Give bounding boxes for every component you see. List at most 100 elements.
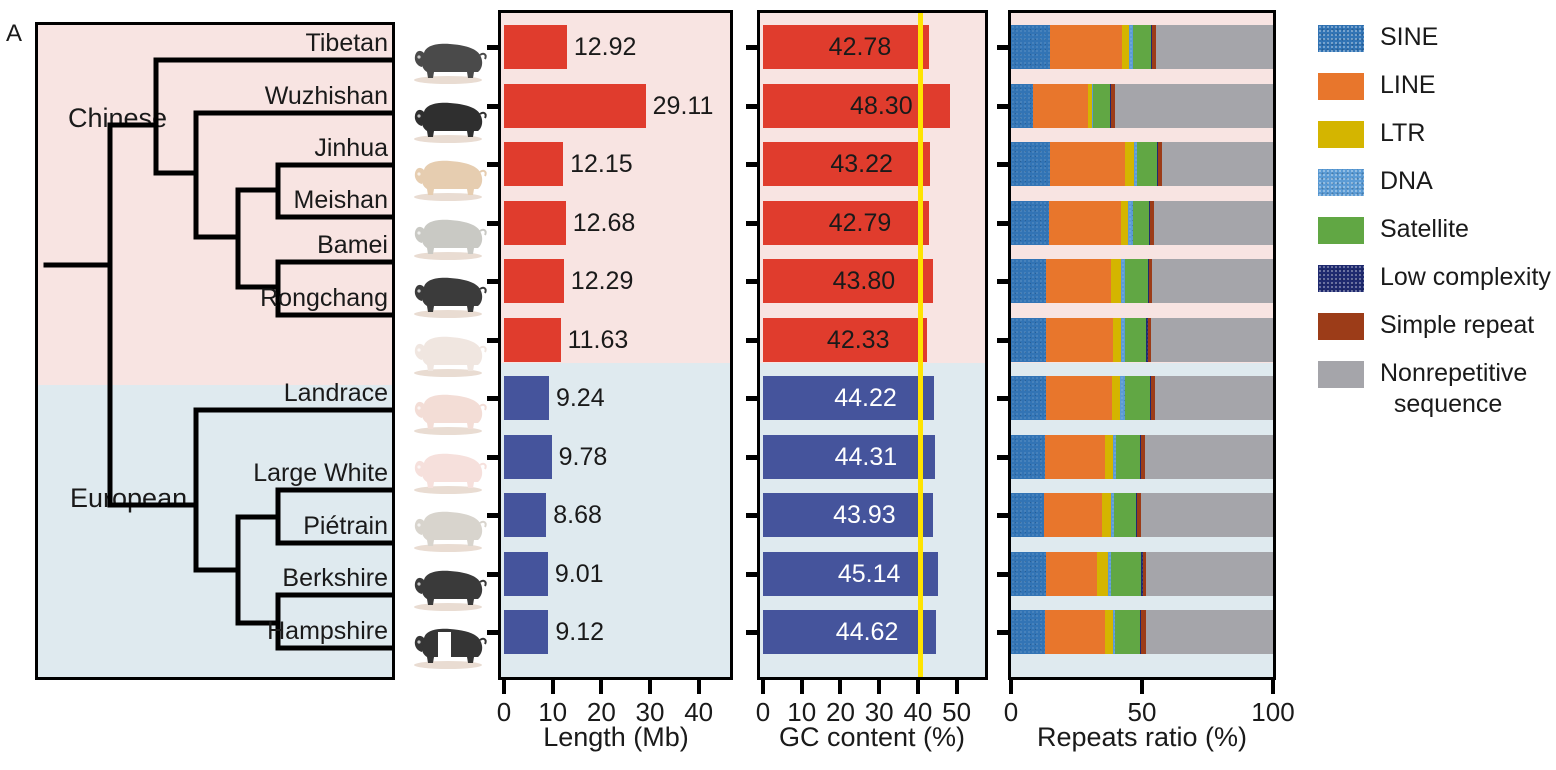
- repeats-segment-nonrepetitive-sequence: [1151, 317, 1273, 362]
- breed-photo-meishan: [404, 211, 492, 263]
- legend-item-simple-repeat[interactable]: Simple repeat: [1318, 310, 1554, 344]
- phylogenetic-tree: Chinese European: [35, 22, 395, 680]
- clade-label-chinese: Chinese: [68, 103, 168, 133]
- repeats-segment-nonrepetitive-sequence: [1155, 376, 1273, 420]
- repeats-segment-low-complexity: [1139, 610, 1141, 654]
- repeats-segment-sine: [1011, 434, 1045, 479]
- repeats-segment-nonrepetitive-sequence: [1145, 610, 1273, 654]
- row-tick: [746, 630, 760, 635]
- gc-tick-label: 0: [755, 697, 771, 727]
- repeats-segment-low-complexity: [1146, 317, 1148, 362]
- row-tick: [997, 454, 1011, 460]
- clade-background-european: [38, 385, 392, 677]
- tip-label-rongchang: Rongchang: [260, 284, 388, 312]
- gc-value-label: 45.14: [837, 559, 901, 588]
- legend-item-dna[interactable]: DNA: [1318, 166, 1554, 200]
- repeats-segment-simple-repeat: [1147, 317, 1152, 362]
- tip-label-pietrain: Piétrain: [303, 512, 388, 540]
- legend-item-satellite[interactable]: Satellite: [1318, 214, 1554, 248]
- gc-value-label: 44.31: [834, 442, 898, 471]
- legend-item-nonrepetitive-sequence[interactable]: Nonrepetitive sequence: [1318, 358, 1554, 428]
- breed-photo-jinhua: [404, 152, 492, 204]
- legend-swatch-icon: [1318, 361, 1364, 388]
- row-tick: [746, 45, 760, 50]
- gc-tick-label: 30: [864, 697, 894, 727]
- repeats-segment-line: [1046, 376, 1113, 420]
- repeats-tick-label: 0: [1003, 697, 1019, 727]
- length-bar: [504, 493, 547, 537]
- repeats-segment-line: [1045, 317, 1113, 362]
- legend-label: DNA: [1380, 167, 1433, 195]
- row-tick: [746, 220, 760, 226]
- repeats-stacked-bar: [1011, 142, 1273, 186]
- repeats-segment-sine: [1011, 259, 1046, 303]
- legend: SINE LINE LTR DNA Satellite Low complexity Sim…: [1318, 22, 1554, 442]
- breed-photo-large-white: [404, 445, 492, 497]
- tip-label-berkshire: Berkshire: [282, 564, 388, 592]
- legend-label: Satellite: [1380, 215, 1469, 243]
- clade-background-chinese: [38, 25, 392, 385]
- tip-label-hampshire: Hampshire: [267, 617, 388, 645]
- repeats-segment-simple-repeat: [1137, 493, 1142, 537]
- repeats-segment-satellite: [1125, 317, 1147, 362]
- tip-label-tibetan: Tibetan: [305, 29, 388, 57]
- repeats-segment-line: [1049, 200, 1122, 245]
- length-value-label: 12.68: [572, 208, 636, 237]
- repeats-segment-line: [1045, 551, 1097, 596]
- repeats-segment-low-complexity: [1139, 434, 1141, 479]
- band-chinese: [760, 13, 985, 363]
- repeats-segment-line: [1045, 259, 1112, 303]
- breed-photo-landrace: [404, 386, 492, 438]
- breed-photo-rongchang: [404, 328, 492, 380]
- length-tick-label: 30: [635, 697, 665, 727]
- gc-bar: [763, 25, 929, 69]
- repeats-segment-nonrepetitive-sequence: [1156, 25, 1273, 69]
- repeats-segment-line: [1044, 610, 1105, 654]
- legend-item-line[interactable]: LINE: [1318, 70, 1554, 104]
- repeats-segment-line: [1044, 434, 1105, 479]
- repeats-segment-ltr: [1104, 610, 1113, 654]
- repeats-segment-dna: [1092, 83, 1093, 128]
- repeats-segment-satellite: [1137, 142, 1157, 186]
- repeats-segment-ltr: [1121, 200, 1129, 245]
- repeats-segment-dna: [1111, 493, 1114, 537]
- repeats-segment-simple-repeat: [1148, 259, 1153, 303]
- length-bar: [504, 610, 549, 654]
- length-bar: [504, 551, 548, 596]
- length-tick: [550, 680, 555, 694]
- row-tick: [997, 103, 1011, 109]
- legend-item-low-complexity[interactable]: Low complexity: [1318, 262, 1554, 296]
- repeats-segment-simple-repeat: [1111, 83, 1115, 128]
- gc-value-label: 44.62: [835, 618, 899, 646]
- repeats-segment-satellite: [1115, 610, 1140, 654]
- chart-repeats-ratio: [1008, 10, 1276, 680]
- gc-axis-title: GC content (%): [778, 722, 966, 752]
- repeats-segment-nonrepetitive-sequence: [1152, 259, 1273, 303]
- repeats-segment-satellite: [1093, 83, 1111, 128]
- repeats-segment-dna: [1120, 259, 1125, 303]
- repeats-segment-simple-repeat: [1157, 142, 1162, 186]
- length-bar: [504, 200, 566, 245]
- row-tick: [487, 630, 501, 635]
- repeats-segment-sine: [1011, 142, 1050, 186]
- repeats-axis-title: Repeats ratio (%): [1036, 722, 1248, 752]
- repeats-segment-ltr: [1088, 83, 1093, 128]
- length-bar: [504, 83, 646, 128]
- repeats-segment-sine: [1011, 376, 1047, 420]
- row-tick: [487, 454, 501, 460]
- repeats-segment-simple-repeat: [1152, 25, 1157, 69]
- gc-tick: [799, 680, 804, 694]
- legend-item-sine[interactable]: SINE: [1318, 22, 1554, 56]
- repeats-segment-dna: [1112, 610, 1116, 654]
- repeats-segment-ltr: [1125, 142, 1134, 186]
- gc-value-label: 42.79: [828, 208, 892, 237]
- row-tick: [487, 337, 501, 343]
- repeats-segment-low-complexity: [1151, 25, 1153, 69]
- repeats-segment-low-complexity: [1136, 493, 1138, 537]
- repeats-segment-line: [1049, 142, 1126, 186]
- row-tick: [746, 571, 760, 577]
- gc-bar: [763, 376, 935, 420]
- legend-item-ltr[interactable]: LTR: [1318, 118, 1554, 152]
- row-tick: [487, 571, 501, 577]
